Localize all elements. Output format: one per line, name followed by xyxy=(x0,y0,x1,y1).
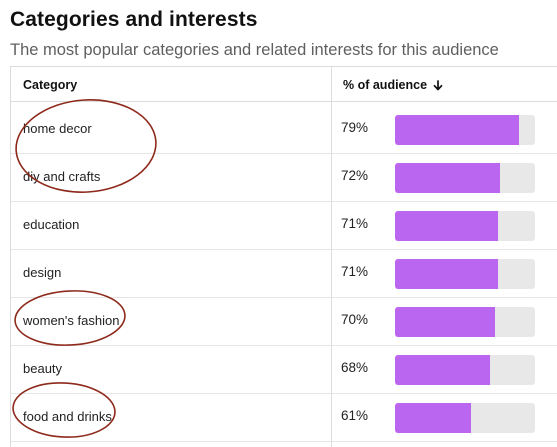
percent-value: 70% xyxy=(341,312,369,327)
percent-column-header[interactable]: % of audience xyxy=(343,78,443,92)
categories-table: Category % of audience home decor 79% diy … xyxy=(10,66,557,447)
percent-value: 79% xyxy=(341,120,369,135)
percent-value: 72% xyxy=(341,168,369,183)
percent-value: 71% xyxy=(341,264,369,279)
percent-bar-track xyxy=(395,211,535,241)
table-row[interactable]: women's fashion 70% xyxy=(11,297,557,346)
arrow-down-icon xyxy=(433,79,443,90)
percent-bar-track xyxy=(395,259,535,289)
percent-bar-track xyxy=(395,403,535,433)
table-row[interactable]: education 71% xyxy=(11,201,557,250)
percent-value: 61% xyxy=(341,408,369,423)
category-label: food and drinks xyxy=(23,409,112,424)
category-label: design xyxy=(23,265,62,280)
category-label: home decor xyxy=(23,121,92,136)
table-header: Category % of audience xyxy=(11,67,557,102)
percent-bar-track xyxy=(395,355,535,385)
percent-bar-fill xyxy=(395,259,498,289)
percent-bar-track xyxy=(395,307,535,337)
section-subtitle: The most popular categories and related … xyxy=(10,41,499,59)
table-row[interactable]: food and drinks 61% xyxy=(11,393,557,442)
table-row[interactable]: diy and crafts 72% xyxy=(11,153,557,202)
category-label: diy and crafts xyxy=(23,169,101,184)
category-column-header[interactable]: Category xyxy=(23,78,78,92)
table-row[interactable]: beauty 68% xyxy=(11,345,557,394)
table-row[interactable]: home decor 79% xyxy=(11,105,557,154)
percent-bar-fill xyxy=(395,307,495,337)
category-label: education xyxy=(23,217,80,232)
percent-bar-fill xyxy=(395,355,490,385)
percent-bar-track xyxy=(395,115,535,145)
percent-column-header-label: % of audience xyxy=(343,78,428,92)
category-label: women's fashion xyxy=(23,313,120,328)
percent-value: 71% xyxy=(341,216,369,231)
category-label: beauty xyxy=(23,361,63,376)
percent-bar-fill xyxy=(395,403,471,433)
section-title: Categories and interests xyxy=(10,8,258,31)
percent-bar-track xyxy=(395,163,535,193)
percent-bar-fill xyxy=(395,163,500,193)
column-divider xyxy=(331,67,332,447)
percent-bar-fill xyxy=(395,211,498,241)
percent-bar-fill xyxy=(395,115,519,145)
table-row[interactable]: design 71% xyxy=(11,249,557,298)
percent-value: 68% xyxy=(341,360,369,375)
